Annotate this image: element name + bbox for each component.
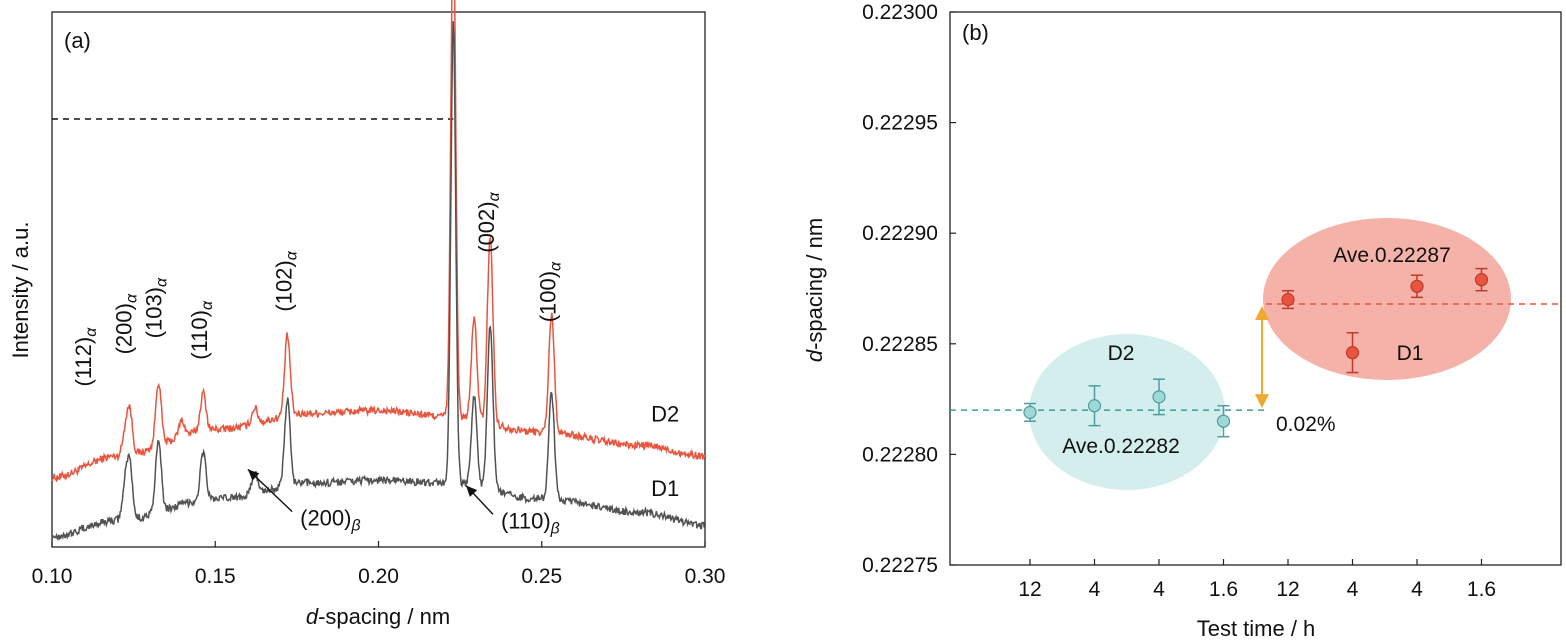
x-tick-label: 0.30 [685, 565, 726, 588]
difference-arrow: 0.02% [1255, 305, 1336, 436]
panel-b-label: (b) [962, 20, 989, 45]
difference-label: 0.02% [1276, 413, 1336, 436]
panel-a-annotations: (112)α(200)α(103)α(110)α(102)α(101)α(002… [71, 191, 679, 537]
x-tick-label: 1.6 [1467, 578, 1496, 601]
difference-arrowhead-up [1255, 305, 1269, 320]
panel-b-points [1023, 267, 1489, 438]
peak-label-subscript: α [547, 261, 564, 271]
peak-label-base: (103) [142, 287, 167, 338]
data-point-d2 [1216, 414, 1231, 428]
panel-a-x-axis-title-rest: -spacing / nm [318, 604, 450, 629]
peak-label: (103)α [142, 277, 171, 338]
peak-label-subscript: α [124, 293, 141, 303]
y-tick-label: 0.22295 [862, 112, 938, 135]
panel-a-plot-frame [51, 11, 706, 548]
phase-label-base: (110) [501, 508, 551, 533]
data-point-d1 [1281, 292, 1295, 307]
series-line-d1 [51, 21, 706, 542]
peak-label: (102)α [271, 250, 300, 311]
y-tick-label: 0.22280 [862, 443, 938, 466]
panel-a-x-axis-title-italic: d [306, 604, 319, 629]
panel-b-y-axis-title-rest: -spacing / nm [802, 218, 827, 350]
x-tick-label: 4 [1153, 578, 1165, 601]
group-ellipses [1029, 218, 1511, 490]
panel-a-series-group [51, 0, 706, 542]
x-tick-label: 12 [1276, 578, 1299, 601]
series-label: D1 [651, 476, 679, 501]
peak-label-subscript: α [283, 250, 300, 260]
peak-label-base: (102) [271, 260, 296, 311]
x-tick-label: 4 [1089, 578, 1101, 601]
peak-label-base: (200) [112, 303, 137, 354]
phase-label-subscript: β [350, 518, 360, 535]
panel-a-x-axis: 0.10 0.15 0.20 0.25 0.30 [32, 541, 726, 588]
peak-label: (100)α [535, 261, 564, 322]
panel-b-plot-frame [949, 11, 1562, 566]
phase-label: (110)β [501, 508, 560, 537]
panel-a-label: (a) [64, 28, 91, 53]
peak-label-subscript: α [486, 191, 503, 201]
x-tick-label: 4 [1411, 578, 1423, 601]
average-lines [950, 303, 1561, 411]
y-tick-label: 0.22285 [862, 333, 938, 356]
x-tick-label: 1.6 [1209, 578, 1238, 601]
peak-label: (200)α [112, 293, 141, 354]
panel-b-x-axis: 12 4 4 1.6 12 4 4 1.6 [1018, 559, 1496, 601]
group-ellipse-d2 [1029, 334, 1225, 490]
peak-label: (112)α [71, 327, 100, 387]
average-label-d1: Ave.0.22287 [1333, 244, 1451, 267]
peak-label-base: (110) [187, 310, 212, 360]
panel-a-x-axis-title: d-spacing / nm [306, 604, 450, 629]
data-point-d1 [1474, 273, 1489, 287]
phase-label: (200)β [300, 506, 360, 535]
peak-label-base: (100) [535, 271, 560, 322]
peak-label-subscript: α [154, 277, 171, 287]
phase-label-base: (200) [300, 506, 351, 531]
data-point-d2 [1023, 405, 1037, 419]
panel-b-x-axis-title: Test time / h [1197, 616, 1316, 640]
x-tick-label: 12 [1018, 578, 1041, 601]
difference-arrowhead-down [1255, 394, 1269, 409]
y-tick-label: 0.22290 [862, 222, 938, 245]
y-tick-label: 0.22300 [862, 1, 938, 24]
phase-label-subscript: β [550, 520, 560, 537]
peak-label: (002)α [474, 191, 503, 252]
x-tick-label: 0.20 [358, 565, 399, 588]
panel-b-y-axis-title-italic: d [802, 349, 827, 362]
group-ellipse-d1 [1263, 218, 1511, 380]
panel-b-y-axis: 0.22275 0.22280 0.22285 0.22290 0.22295 0.223… [862, 1, 956, 577]
peak-label-base: (112) [71, 337, 96, 387]
y-tick-label: 0.22275 [862, 554, 938, 577]
series-label: D2 [651, 401, 679, 426]
data-point-d1 [1410, 279, 1424, 293]
peak-label-subscript: α [199, 300, 216, 310]
x-tick-label: 0.10 [32, 565, 73, 588]
panel-b-labels: D2 Ave.0.22282 D1 Ave.0.22287 [1062, 244, 1451, 458]
series-line-d2 [51, 0, 706, 483]
data-point-d2 [1087, 399, 1102, 413]
x-tick-label: 0.25 [521, 565, 562, 588]
group-label-d1: D1 [1397, 342, 1424, 365]
panel-b-chart: (b) 0.222750.222800.222850.222900.222950… [802, 1, 1562, 640]
annotation-arrowhead [466, 485, 478, 497]
data-point-d2 [1152, 390, 1166, 404]
annotation-arrowhead [247, 469, 260, 481]
data-point-d1 [1345, 346, 1360, 360]
x-tick-label: 0.15 [195, 565, 236, 588]
x-tick-label: 4 [1347, 578, 1359, 601]
peak-label: (110)α [187, 300, 216, 360]
panel-a-chart: (a) 0.10 0.15 0.20 0.25 0.30 d-spacing / nm … [8, 0, 725, 629]
panel-a-y-axis-title: Intensity / a.u. [8, 222, 33, 359]
peak-label-base: (002) [474, 201, 499, 252]
group-label-d2: D2 [1108, 342, 1135, 365]
panel-b-y-axis-title: d-spacing / nm [802, 218, 827, 362]
peak-label-subscript: α [83, 327, 100, 337]
average-label-d2: Ave.0.22282 [1062, 435, 1180, 458]
